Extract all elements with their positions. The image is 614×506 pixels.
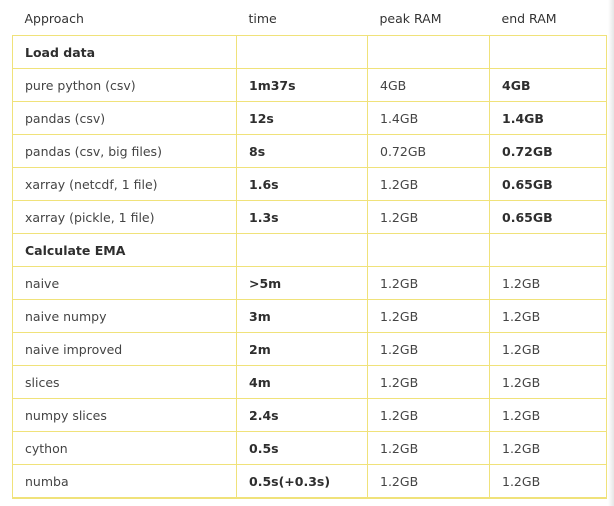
table-row: numba 0.5s(+0.3s) 1.2GB 1.2GB — [12, 464, 607, 499]
cell-end-ram: 1.2GB — [489, 266, 607, 300]
cell-peak-ram: 1.2GB — [367, 398, 490, 432]
table-row: pandas (csv, big files) 8s 0.72GB 0.72GB — [12, 134, 607, 168]
table-body: Load data pure python (csv) 1m37s 4GB 4GB pan… — [12, 35, 607, 499]
table-row: naive improved 2m 1.2GB 1.2GB — [12, 332, 607, 366]
empty-cell — [367, 233, 490, 267]
cell-peak-ram: 1.2GB — [367, 200, 490, 234]
empty-cell — [489, 233, 607, 267]
cell-approach: slices — [12, 365, 237, 399]
cell-approach: cython — [12, 431, 237, 465]
cell-end-ram: 1.2GB — [489, 365, 607, 399]
cell-time: 2.4s — [236, 398, 368, 432]
cell-peak-ram: 1.2GB — [367, 464, 490, 499]
cell-end-ram: 1.2GB — [489, 299, 607, 333]
cell-time: 12s — [236, 101, 368, 135]
cell-approach: pure python (csv) — [12, 68, 237, 102]
cell-end-ram: 1.2GB — [489, 464, 607, 499]
table-row: naive >5m 1.2GB 1.2GB — [12, 266, 607, 300]
empty-cell — [236, 35, 368, 69]
cell-peak-ram: 1.2GB — [367, 332, 490, 366]
cell-peak-ram: 1.2GB — [367, 365, 490, 399]
table-row: naive numpy 3m 1.2GB 1.2GB — [12, 299, 607, 333]
empty-cell — [489, 35, 607, 69]
cell-peak-ram: 1.4GB — [367, 101, 490, 135]
cell-peak-ram: 0.72GB — [367, 134, 490, 168]
cell-end-ram: 0.72GB — [489, 134, 607, 168]
header-approach: Approach — [24, 11, 84, 26]
cell-time: >5m — [236, 266, 368, 300]
cell-approach: numba — [12, 464, 237, 499]
table-row: slices 4m 1.2GB 1.2GB — [12, 365, 607, 399]
cell-approach: pandas (csv) — [12, 101, 237, 135]
cell-peak-ram: 1.2GB — [367, 266, 490, 300]
section-label: Load data — [12, 35, 237, 69]
table-header: Approach time peak RAM end RAM — [13, 2, 607, 36]
cell-peak-ram: 4GB — [367, 68, 490, 102]
cell-end-ram: 1.4GB — [489, 101, 607, 135]
cell-time: 1m37s — [236, 68, 368, 102]
cell-end-ram: 4GB — [489, 68, 607, 102]
cell-time: 1.3s — [236, 200, 368, 234]
header-row: Approach time peak RAM end RAM — [13, 2, 607, 36]
cell-peak-ram: 1.2GB — [367, 167, 490, 201]
empty-cell — [236, 233, 368, 267]
table-row: xarray (pickle, 1 file) 1.3s 1.2GB 0.65GB — [12, 200, 607, 234]
cell-end-ram: 1.2GB — [489, 431, 607, 465]
cell-time: 3m — [236, 299, 368, 333]
cell-approach: naive improved — [12, 332, 237, 366]
section-row: Calculate EMA — [12, 233, 607, 267]
header-time: time — [248, 11, 277, 26]
cell-end-ram: 1.2GB — [489, 398, 607, 432]
cell-time: 1.6s — [236, 167, 368, 201]
cell-time: 4m — [236, 365, 368, 399]
section-label: Calculate EMA — [12, 233, 237, 267]
cell-time: 0.5s — [236, 431, 368, 465]
table-row: xarray (netcdf, 1 file) 1.6s 1.2GB 0.65GB — [12, 167, 607, 201]
cell-approach: pandas (csv, big files) — [12, 134, 237, 168]
header-end-ram: end RAM — [501, 11, 557, 26]
edge-shadow — [608, 0, 614, 506]
table-row: numpy slices 2.4s 1.2GB 1.2GB — [12, 398, 607, 432]
table-row: pure python (csv) 1m37s 4GB 4GB — [12, 68, 607, 102]
table-row: cython 0.5s 1.2GB 1.2GB — [12, 431, 607, 465]
cell-approach: xarray (pickle, 1 file) — [12, 200, 237, 234]
benchmark-table: Approach time peak RAM end RAM Load data… — [12, 2, 607, 499]
cell-time: 2m — [236, 332, 368, 366]
cell-approach: numpy slices — [12, 398, 237, 432]
cell-time: 8s — [236, 134, 368, 168]
cell-peak-ram: 1.2GB — [367, 431, 490, 465]
cell-end-ram: 0.65GB — [489, 167, 607, 201]
cell-time: 0.5s(+0.3s) — [236, 464, 368, 499]
cell-approach: xarray (netcdf, 1 file) — [12, 167, 237, 201]
section-row: Load data — [12, 35, 607, 69]
cell-end-ram: 1.2GB — [489, 332, 607, 366]
empty-cell — [367, 35, 490, 69]
cell-approach: naive — [12, 266, 237, 300]
header-peak-ram: peak RAM — [379, 11, 442, 26]
cell-peak-ram: 1.2GB — [367, 299, 490, 333]
cell-end-ram: 0.65GB — [489, 200, 607, 234]
cell-approach: naive numpy — [12, 299, 237, 333]
table-row: pandas (csv) 12s 1.4GB 1.4GB — [12, 101, 607, 135]
